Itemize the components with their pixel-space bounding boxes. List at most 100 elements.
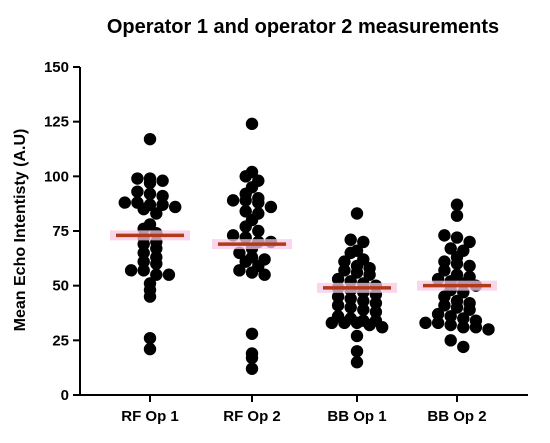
data-point — [438, 229, 451, 242]
data-point — [463, 270, 476, 284]
y-tick-label: 150 — [44, 59, 69, 76]
data-point — [438, 255, 451, 268]
data-point — [357, 253, 370, 266]
data-point — [131, 185, 144, 198]
y-axis-label: Mean Echo Intentisty (A.U) — [12, 129, 29, 332]
data-point — [245, 165, 259, 179]
data-point — [131, 196, 144, 209]
data-point — [245, 362, 259, 375]
series-group-3 — [317, 207, 397, 369]
series-group-1 — [110, 132, 190, 356]
data-point — [331, 299, 345, 312]
data-point — [252, 192, 265, 205]
data-point — [264, 200, 278, 214]
data-point — [457, 244, 470, 257]
data-point — [156, 189, 169, 203]
data-point — [137, 264, 150, 277]
data-point — [245, 347, 259, 360]
series-group-4 — [417, 198, 497, 354]
data-point — [143, 198, 157, 211]
data-point — [357, 294, 370, 308]
data-point — [350, 207, 364, 220]
data-point — [344, 312, 357, 325]
data-point — [463, 296, 476, 310]
data-point — [258, 268, 271, 281]
data-point — [233, 246, 246, 260]
data-point — [143, 342, 157, 356]
data-point — [143, 187, 157, 201]
data-point — [131, 172, 144, 185]
data-point — [124, 264, 138, 277]
y-tick-label: 100 — [44, 168, 69, 185]
data-point — [444, 310, 457, 323]
data-point — [350, 329, 364, 343]
x-tick-label: RF Op 2 — [223, 408, 281, 425]
data-point — [143, 172, 157, 185]
data-point — [331, 272, 345, 286]
data-point — [357, 314, 370, 327]
axes: 0 25 50 75 100 125 150 RF Op 1 RF Op 2 BB Op 1 BB … — [44, 59, 528, 425]
data-point — [438, 299, 451, 312]
data-point — [369, 296, 383, 310]
data-point — [239, 205, 252, 218]
data-point — [331, 310, 345, 323]
data-point — [143, 218, 157, 231]
data-point — [450, 268, 464, 281]
data-point — [150, 207, 163, 220]
data-point — [431, 316, 445, 330]
data-point — [369, 305, 383, 319]
data-point — [331, 290, 345, 303]
data-point — [463, 235, 476, 249]
data-point — [143, 132, 157, 146]
x-tick-label: BB Op 2 — [427, 408, 486, 425]
data-point — [344, 233, 357, 246]
data-marks — [110, 117, 497, 375]
data-point — [118, 196, 131, 209]
data-point — [419, 316, 432, 330]
data-point — [469, 314, 483, 327]
data-point — [450, 198, 464, 211]
data-point — [369, 314, 383, 327]
data-point — [463, 259, 476, 273]
data-point — [344, 301, 357, 314]
data-point — [431, 307, 445, 321]
data-point — [252, 207, 265, 220]
data-point — [357, 235, 370, 249]
y-tick-label: 0 — [61, 387, 69, 404]
data-point — [226, 194, 240, 207]
data-point — [233, 264, 246, 277]
data-point — [444, 334, 457, 347]
data-point — [457, 340, 470, 354]
data-point — [338, 255, 351, 268]
data-point — [444, 318, 457, 332]
data-point — [245, 251, 259, 264]
data-point — [169, 200, 182, 214]
data-point — [150, 268, 163, 281]
data-point — [252, 174, 265, 187]
data-point — [438, 264, 451, 277]
y-tick-label: 125 — [44, 114, 69, 131]
data-point — [338, 264, 351, 277]
data-point — [350, 356, 364, 369]
data-point — [252, 224, 265, 238]
data-point — [245, 327, 259, 340]
data-point — [350, 345, 364, 358]
data-point — [482, 323, 495, 336]
data-point — [226, 229, 240, 242]
data-point — [137, 246, 150, 260]
data-point — [450, 294, 464, 308]
data-point — [156, 174, 169, 187]
data-point — [363, 261, 376, 275]
y-tick-label: 50 — [52, 278, 69, 295]
x-tick-label: BB Op 1 — [327, 408, 386, 425]
x-tick-label: RF Op 1 — [121, 408, 179, 425]
data-point — [137, 255, 150, 268]
data-point — [357, 303, 370, 316]
data-point — [450, 231, 464, 244]
data-point — [350, 244, 364, 257]
data-point — [457, 321, 470, 334]
series-group-2 — [212, 117, 292, 375]
data-point — [245, 117, 259, 131]
data-point — [143, 277, 157, 290]
